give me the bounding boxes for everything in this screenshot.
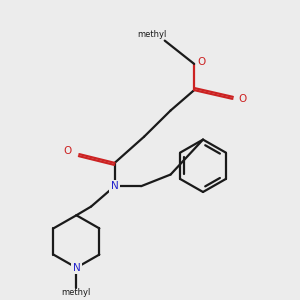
Text: O: O — [238, 94, 247, 104]
Text: O: O — [63, 146, 72, 156]
Text: N: N — [111, 181, 119, 191]
Text: N: N — [73, 263, 80, 273]
Text: methyl: methyl — [62, 288, 91, 297]
Text: methyl: methyl — [137, 30, 166, 39]
Text: O: O — [197, 58, 206, 68]
